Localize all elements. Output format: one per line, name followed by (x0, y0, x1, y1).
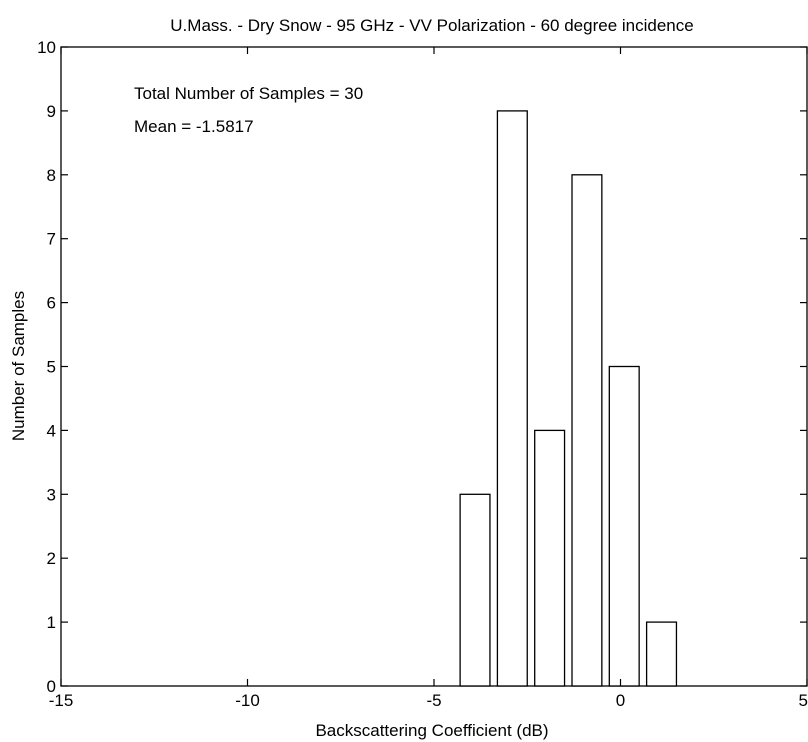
plot-area (60, 46, 808, 687)
x-tick-label-2: -5 (426, 691, 441, 710)
x-tick-label-4: 5 (799, 691, 808, 710)
y-tick-label-3: 3 (47, 485, 56, 504)
bars-group (459, 110, 678, 687)
y-axis-label: Number of Samples (9, 291, 28, 441)
x-tick-label-1: -10 (235, 691, 260, 710)
annotation-total-samples: Total Number of Samples = 30 (134, 84, 363, 103)
y-tick-label-4: 4 (47, 421, 56, 440)
chart-title: U.Mass. - Dry Snow - 95 GHz - VV Polariz… (170, 16, 693, 35)
bar-2 (534, 429, 566, 687)
bar-3 (571, 174, 603, 687)
bar-1 (496, 110, 528, 687)
x-axis-label: Backscattering Coefficient (dB) (315, 721, 548, 740)
bar-5 (645, 621, 678, 687)
y-tick-label-5: 5 (47, 358, 56, 377)
y-tick-label-9: 9 (47, 102, 56, 121)
y-tick-label-1: 1 (47, 613, 56, 632)
y-tick-label-6: 6 (47, 294, 56, 313)
x-tick-label-3: 0 (616, 691, 625, 710)
y-tick-label-2: 2 (47, 549, 56, 568)
x-tick-label-0: -15 (49, 691, 74, 710)
y-axis-ticks: 0 1 2 3 4 5 6 7 8 9 10 (37, 38, 807, 696)
x-axis-ticks: -15 -10 -5 0 5 (49, 47, 808, 710)
plot-frame (60, 46, 808, 687)
bar-0 (459, 493, 491, 687)
bar-4 (608, 365, 640, 687)
y-tick-label-8: 8 (47, 166, 56, 185)
annotation-mean: Mean = -1.5817 (134, 117, 254, 136)
y-tick-label-10: 10 (37, 38, 56, 57)
y-tick-label-7: 7 (47, 230, 56, 249)
y-tick-label-0: 0 (47, 677, 56, 696)
